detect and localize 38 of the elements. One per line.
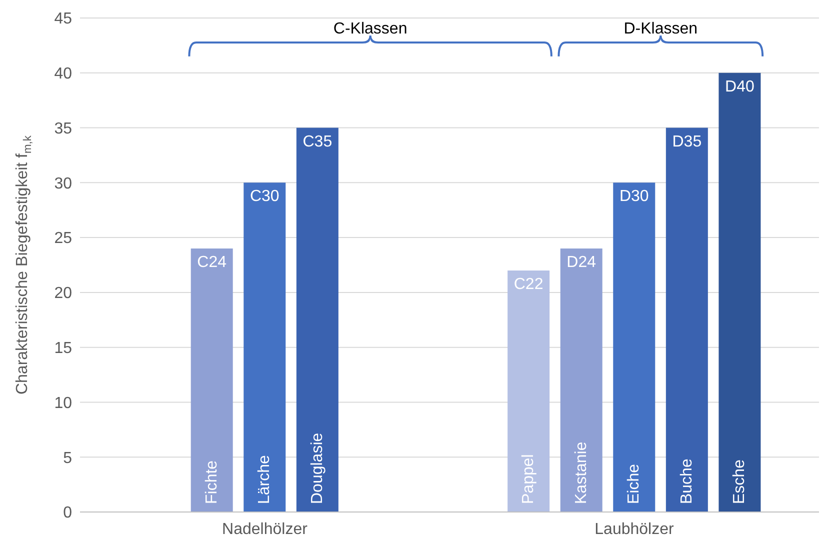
data-label: D35	[672, 133, 702, 150]
y-tick-label: 0	[63, 504, 72, 522]
bar	[190, 248, 233, 512]
x-tick-label: Lärche	[256, 454, 274, 504]
data-label: D30	[619, 188, 649, 206]
data-label: C35	[302, 133, 332, 150]
data-label: C30	[250, 188, 280, 206]
y-tick-label: 25	[54, 230, 72, 248]
y-tick-label: 40	[54, 66, 72, 83]
bar	[508, 270, 550, 512]
y-tick-label: 30	[54, 175, 72, 192]
bar	[718, 72, 761, 512]
x-tick-label: Fichte	[203, 460, 220, 504]
y-tick-label: 10	[54, 394, 72, 412]
x-tick-label: Pappel	[520, 454, 538, 504]
annotation: C-Klassen	[333, 20, 408, 38]
annotation: D-Klassen	[624, 20, 698, 38]
x-tick-label: Douglasie	[308, 432, 326, 504]
bar	[666, 128, 708, 512]
y-tick-label: 45	[54, 10, 72, 28]
bar	[244, 182, 286, 512]
text: Laubhölzer	[594, 521, 675, 538]
y-tick-label: 35	[54, 120, 72, 138]
y-tick-label: 20	[54, 285, 72, 302]
x-tick-label: Eiche	[626, 464, 643, 504]
x-tick-label: Esche	[731, 459, 748, 504]
x-tick-label: Buche	[678, 458, 696, 504]
bar	[613, 182, 656, 512]
data-label: D24	[566, 254, 596, 272]
x-tick-label: Kastanie	[572, 442, 590, 504]
data-label: C24	[197, 254, 227, 272]
data-label: C22	[514, 276, 544, 293]
y-tick-label: 15	[54, 340, 72, 358]
bar	[296, 128, 338, 512]
data-label: D40	[725, 78, 754, 96]
y-tick-label: 5	[63, 450, 72, 467]
text: Nadelhölzer	[222, 521, 308, 538]
bar	[560, 248, 602, 512]
